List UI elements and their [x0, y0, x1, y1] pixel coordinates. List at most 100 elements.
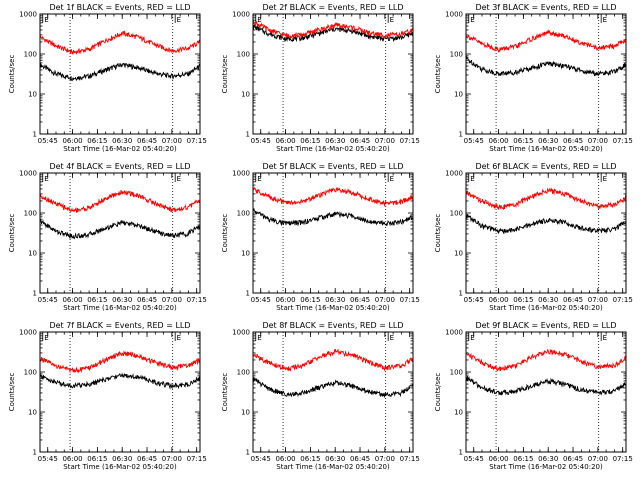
chart-panel-1: Det 1f BLACK = Events, RED = LLD 1 10 100 10…	[8, 3, 207, 153]
x-tick-label: 06:00	[275, 455, 295, 463]
chart-panel-6: Det 6f BLACK = Events, RED = LLD 1 10 100 10…	[434, 162, 633, 312]
x-axis-label: Start Time (16-Mar-02 05:40:20)	[276, 463, 390, 471]
series-line-lld	[39, 189, 201, 213]
event-marker-label: E	[470, 16, 474, 24]
x-tick-label: 07:15	[187, 137, 207, 145]
x-tick-label: 05:45	[251, 296, 271, 304]
x-tick-label: 06:15	[87, 455, 107, 463]
x-tick-label: 06:00	[488, 137, 508, 145]
event-marker-label: E	[177, 175, 181, 183]
y-tick-label: 1	[33, 290, 37, 298]
x-tick-label: 06:45	[563, 296, 583, 304]
y-tick-label: 1	[33, 449, 37, 457]
x-tick-label: 07:00	[162, 296, 182, 304]
x-tick-label: 07:00	[162, 455, 182, 463]
plot-frame	[39, 13, 201, 135]
x-axis-label: Start Time (16-Mar-02 05:40:20)	[276, 145, 390, 153]
series-line-events	[252, 377, 414, 399]
x-tick-label: 05:45	[251, 455, 271, 463]
y-tick-label: 10	[28, 409, 37, 417]
chart-title: Det 2f BLACK = Events, RED = LLD	[262, 3, 403, 12]
x-tick-label: 06:30	[325, 137, 345, 145]
y-tick-label: 1	[246, 449, 250, 457]
x-tick-label: 06:30	[538, 137, 558, 145]
x-tick-label: 06:30	[538, 455, 558, 463]
series-line-lld	[465, 348, 627, 372]
y-tick-label: 100	[450, 51, 463, 59]
x-tick-label: 06:15	[513, 137, 533, 145]
series-line-events	[40, 219, 201, 240]
x-tick-label: 06:30	[538, 296, 558, 304]
event-marker-label: E	[390, 175, 394, 183]
y-tick-label: 100	[237, 369, 250, 377]
y-tick-label: 10	[28, 91, 37, 99]
x-axis-label: Start Time (16-Mar-02 05:40:20)	[276, 304, 390, 312]
series-line-events	[39, 372, 201, 390]
plot-frame	[465, 172, 627, 294]
event-marker-label: E	[603, 334, 607, 342]
x-tick-label: 06:00	[275, 296, 295, 304]
x-tick-label: 07:00	[588, 455, 608, 463]
chart-panel-9: Det 9f BLACK = Events, RED = LLD 1 10 100 10…	[434, 321, 633, 471]
y-tick-label: 10	[241, 250, 250, 258]
x-tick-label: 07:15	[613, 296, 633, 304]
x-tick-label: 06:15	[300, 296, 320, 304]
y-axis-label: Counts/sec	[8, 214, 16, 253]
series-line-lld	[39, 29, 201, 55]
y-tick-label: 1000	[232, 11, 250, 19]
x-tick-label: 06:15	[87, 137, 107, 145]
y-tick-label: 100	[450, 210, 463, 218]
y-tick-label: 1	[459, 131, 463, 139]
event-marker-label: E	[390, 334, 394, 342]
series-line-events	[252, 24, 414, 43]
x-tick-label: 05:45	[38, 455, 58, 463]
x-tick-label: 06:15	[300, 137, 320, 145]
y-tick-label: 1000	[19, 170, 37, 178]
event-marker-label: E	[257, 334, 261, 342]
x-tick-label: 06:00	[62, 137, 82, 145]
y-axis-label: Counts/sec	[434, 214, 442, 253]
y-tick-label: 1	[459, 449, 463, 457]
x-tick-label: 07:00	[588, 296, 608, 304]
y-tick-label: 1000	[445, 170, 463, 178]
x-tick-label: 06:30	[325, 455, 345, 463]
y-tick-label: 10	[454, 409, 463, 417]
x-tick-label: 06:00	[62, 455, 82, 463]
x-tick-label: 07:15	[400, 296, 420, 304]
x-tick-label: 05:45	[464, 296, 484, 304]
event-marker-label: E	[44, 334, 48, 342]
y-tick-label: 1	[246, 131, 250, 139]
series-line-events	[39, 62, 201, 82]
series-line-lld	[252, 348, 414, 372]
y-tick-label: 10	[454, 250, 463, 258]
chart-title: Det 6f BLACK = Events, RED = LLD	[475, 162, 616, 171]
event-marker-label: E	[470, 175, 474, 183]
series-line-events	[465, 213, 627, 235]
x-axis-label: Start Time (16-Mar-02 05:40:20)	[489, 145, 603, 153]
x-tick-label: 06:45	[137, 455, 157, 463]
y-tick-label: 10	[454, 91, 463, 99]
y-tick-label: 100	[24, 51, 37, 59]
x-axis-label: Start Time (16-Mar-02 05:40:20)	[489, 304, 603, 312]
event-marker-label: E	[603, 175, 607, 183]
y-tick-label: 1000	[232, 170, 250, 178]
y-axis-label: Counts/sec	[221, 214, 229, 253]
y-tick-label: 100	[24, 210, 37, 218]
x-tick-label: 06:45	[137, 296, 157, 304]
x-tick-label: 06:45	[563, 137, 583, 145]
y-tick-label: 1000	[232, 329, 250, 337]
x-tick-label: 06:30	[112, 455, 132, 463]
y-tick-label: 1000	[445, 11, 463, 19]
plot-frame	[252, 331, 414, 453]
series-line-lld	[252, 186, 414, 207]
plot-frame	[465, 331, 627, 453]
x-tick-label: 06:30	[325, 296, 345, 304]
plot-frame	[39, 172, 201, 294]
x-axis-label: Start Time (16-Mar-02 05:40:20)	[63, 145, 177, 153]
y-axis-label: Counts/sec	[8, 373, 16, 412]
series-line-lld	[252, 19, 413, 39]
event-marker-label: E	[44, 175, 48, 183]
event-marker-label: E	[44, 16, 48, 24]
